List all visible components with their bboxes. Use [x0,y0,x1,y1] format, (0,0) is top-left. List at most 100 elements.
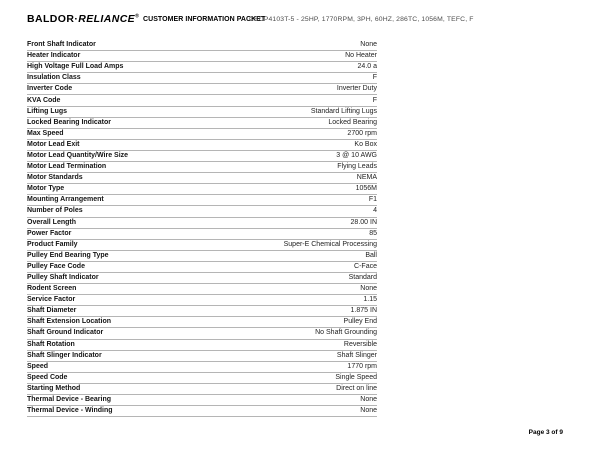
spec-label: Max Speed [27,129,64,137]
spec-label: High Voltage Full Load Amps [27,63,124,71]
spec-label: Overall Length [27,218,77,226]
spec-value: F1 [368,196,377,204]
spec-label: Speed [27,362,49,370]
table-row: Front Shaft Indicator None [27,40,377,52]
spec-label: Insulation Class [27,74,81,82]
table-row: Pulley End Bearing Type Ball [27,251,377,262]
table-row: Service Factor 1.15 [27,295,377,307]
spec-value: F [372,96,377,104]
logo-separator: · [74,13,79,25]
spec-label: Thermal Device - Bearing [27,396,112,404]
table-row: Motor Lead Quantity/Wire Size 3 @ 10 AWG [27,151,377,163]
table-row: Power Factor 85 [27,229,377,240]
table-row: Mounting Arrangement F1 [27,195,377,207]
spec-value: No Shaft Grounding [315,329,377,337]
table-row: Insulation Class F [27,73,377,85]
spec-value: Flying Leads [337,163,377,171]
spec-value: Reversible [343,340,377,348]
table-row: Heater Indicator No Heater [27,51,377,63]
spec-label: Thermal Device - Winding [27,407,113,415]
spec-label: Power Factor [27,229,72,237]
table-row: Rodent Screen None [27,284,377,296]
spec-label: Pulley End Bearing Type [27,251,109,259]
baldor-reliance-logo: BALDOR·RELIANCE® [27,13,139,25]
table-row: Thermal Device - Winding None [27,406,377,418]
table-row: Locked Bearing Indicator Locked Bearing [27,118,377,129]
spec-value: 85 [369,229,377,237]
spec-label: Motor Standards [27,174,83,182]
spec-value: Locked Bearing [328,118,377,126]
spec-value: Direct on line [336,384,377,392]
product-spec-line: CECP4103T-5 - 25HP, 1770RPM, 3PH, 60HZ, … [249,16,474,24]
spec-value: 1.875 IN [350,307,377,315]
spec-value: NEMA [356,174,377,182]
spec-value: 28.00 IN [350,218,377,226]
table-row: Product Family Super-E Chemical Processi… [27,240,377,251]
table-row: Shaft Rotation Reversible [27,340,377,351]
spec-value: None [360,407,377,415]
spec-label: Mounting Arrangement [27,196,104,204]
table-row: Number of Poles 4 [27,206,377,218]
spec-value: 1.15 [363,296,377,304]
spec-value: Pulley End [343,318,377,326]
spec-value: 1056M [355,185,377,193]
spec-value: 1770 rpm [347,362,377,370]
spec-value: Ball [365,251,377,259]
spec-value: C-Face [354,262,377,270]
spec-value: 2700 rpm [347,129,377,137]
table-row: Inverter Code Inverter Duty [27,84,377,96]
table-row: Shaft Ground Indicator No Shaft Groundin… [27,328,377,340]
spec-value: Shaft Slinger [336,351,377,359]
spec-value: Ko Box [354,140,377,148]
table-row: Lifting Lugs Standard Lifting Lugs [27,107,377,118]
spec-label: Lifting Lugs [27,107,68,115]
table-row: Pulley Face Code C-Face [27,262,377,273]
spec-label: Shaft Ground Indicator [27,329,104,337]
table-row: Max Speed 2700 rpm [27,129,377,140]
spec-label: Shaft Diameter [27,307,77,315]
table-row: Motor Standards NEMA [27,173,377,185]
spec-label: Motor Lead Termination [27,163,107,171]
spec-label: KVA Code [27,96,61,104]
table-row: Starting Method Direct on line [27,384,377,395]
spec-value: Inverter Duty [336,85,377,93]
spec-label: Number of Poles [27,207,83,215]
spec-label: Shaft Extension Location [27,318,112,326]
table-row: Pulley Shaft Indicator Standard [27,273,377,285]
spec-label: Pulley Shaft Indicator [27,274,99,282]
spec-value: Standard Lifting Lugs [310,107,377,115]
spec-label: Motor Lead Quantity/Wire Size [27,151,129,159]
table-row: Speed 1770 rpm [27,362,377,373]
spec-label: Speed Code [27,373,68,381]
spec-value: None [360,285,377,293]
spec-label: Shaft Slinger Indicator [27,351,102,359]
document-title: CUSTOMER INFORMATION PACKET [143,16,266,23]
spec-label: Rodent Screen [27,285,77,293]
spec-label: Heater Indicator [27,52,81,60]
spec-label: Starting Method [27,384,81,392]
table-row: Shaft Diameter 1.875 IN [27,306,377,318]
spec-value: Single Speed [335,373,377,381]
logo-brand-right: RELIANCE [78,13,136,25]
page-indicator: Page 3 of 9 [528,429,563,436]
spec-label: Pulley Face Code [27,262,85,270]
spec-label: Service Factor [27,296,76,304]
table-row: Shaft Extension Location Pulley End [27,317,377,329]
table-row: Thermal Device - Bearing None [27,395,377,407]
spec-label: Inverter Code [27,85,73,93]
table-row: High Voltage Full Load Amps 24.0 a [27,62,377,74]
spec-label: Motor Lead Exit [27,140,80,148]
spec-label: Shaft Rotation [27,340,75,348]
spec-value: None [360,41,377,49]
spec-label: Front Shaft Indicator [27,41,96,49]
spec-table: Front Shaft Indicator None Heater Indica… [27,40,377,418]
spec-value: No Heater [345,52,377,60]
table-row: Motor Type 1056M [27,184,377,196]
spec-value: 24.0 a [357,63,377,71]
logo-brand-left: BALDOR [27,13,75,25]
spec-value: 4 [373,207,377,215]
spec-value: F [372,74,377,82]
table-row: Motor Lead Exit Ko Box [27,140,377,151]
registered-mark-icon: ® [135,13,139,20]
